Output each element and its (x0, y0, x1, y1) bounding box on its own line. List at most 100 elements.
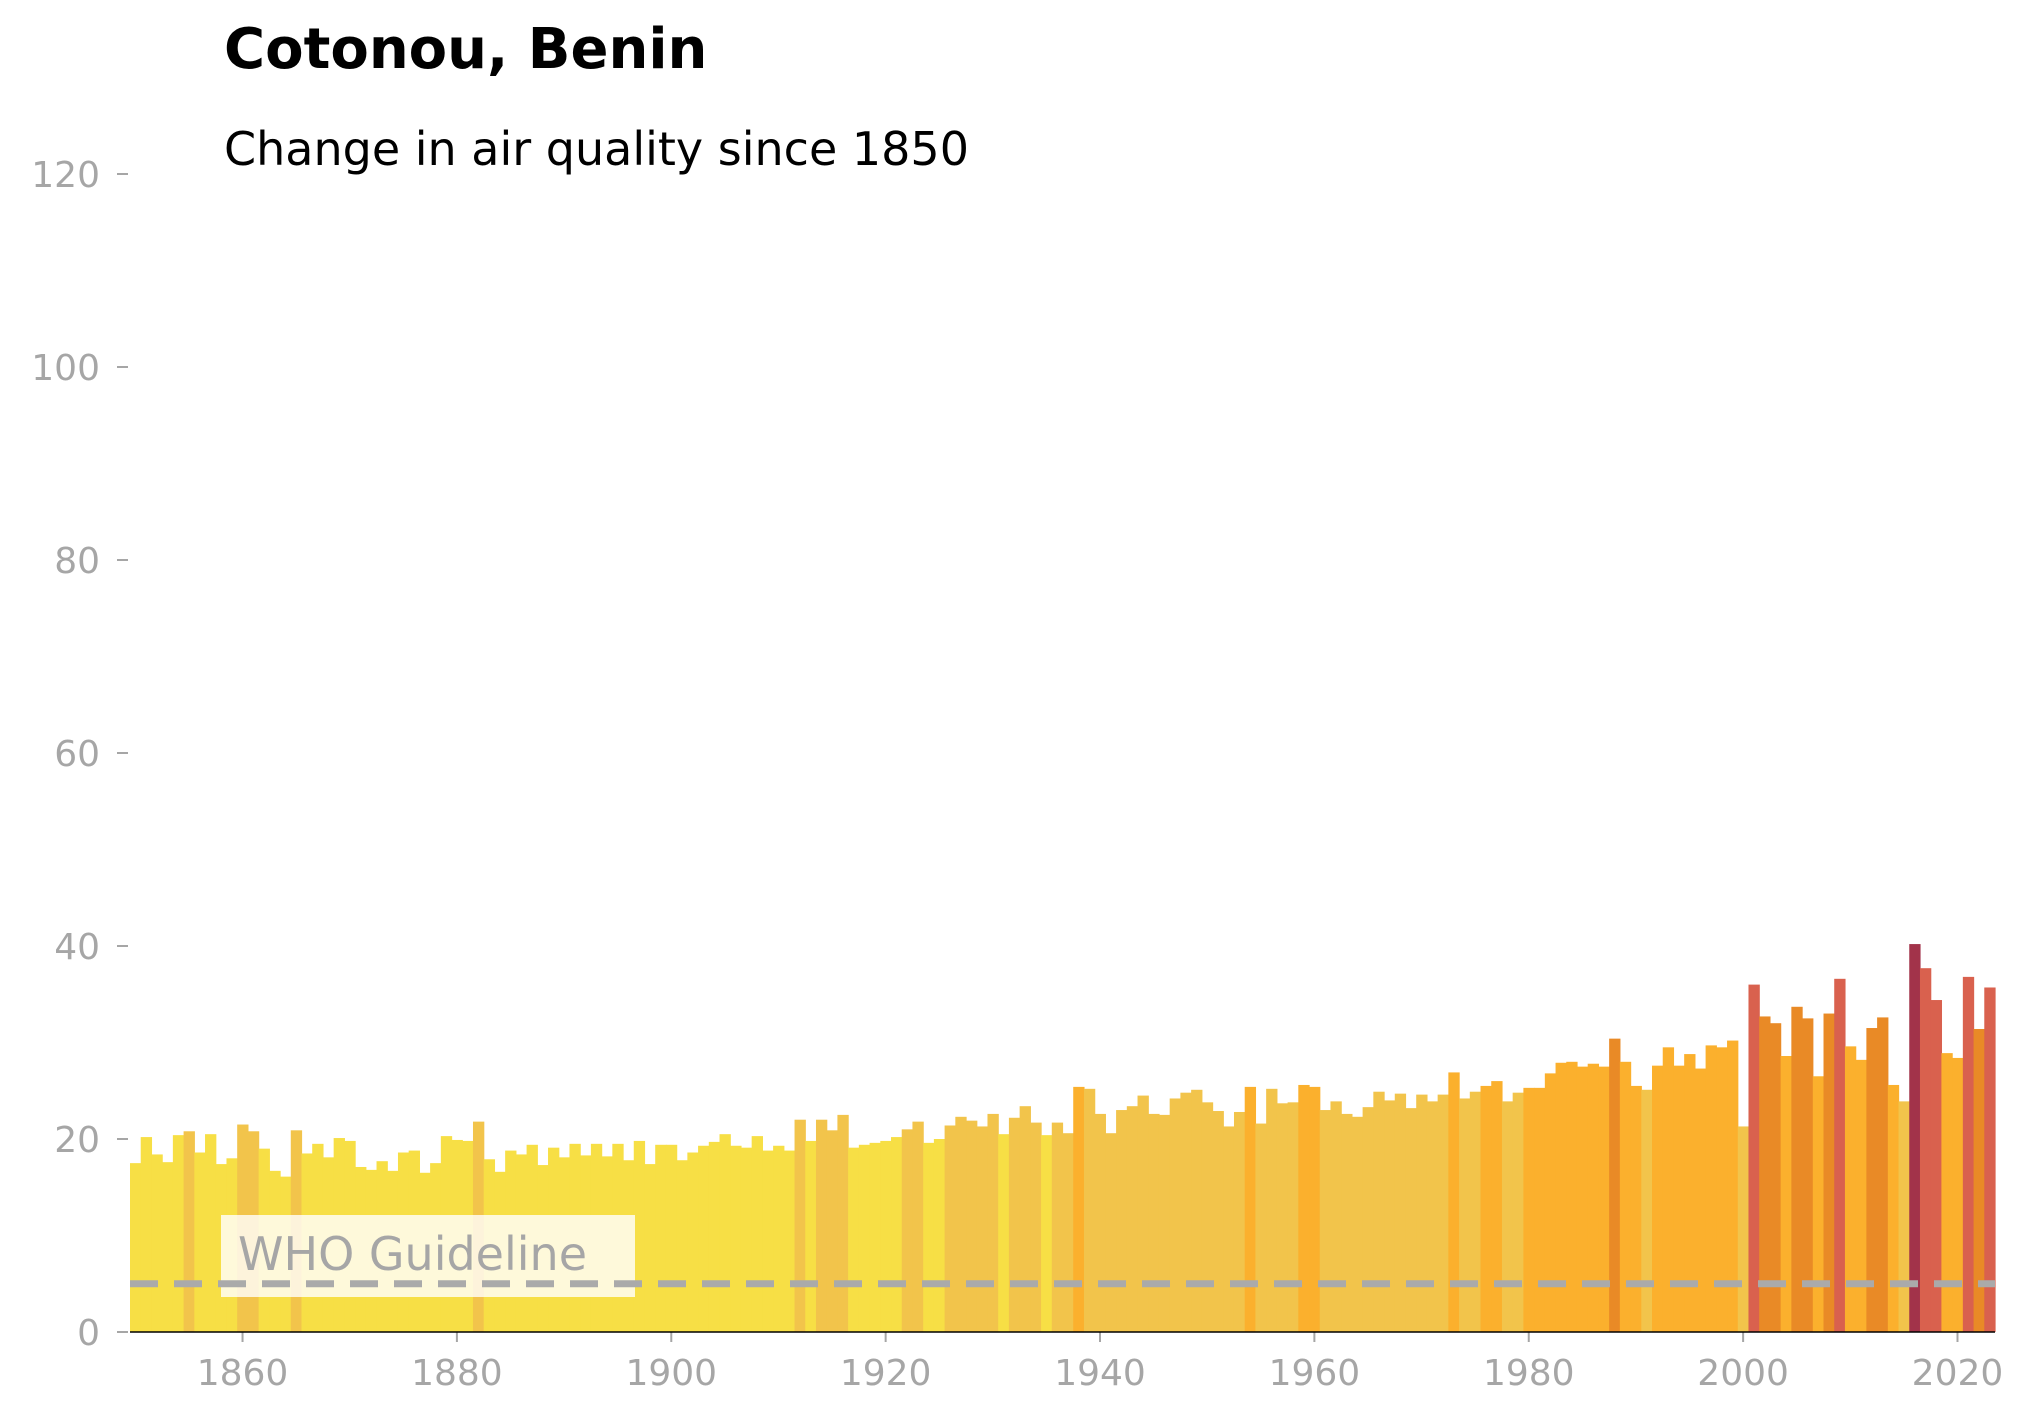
who-guideline-label: WHO Guideline (238, 1227, 587, 1281)
x-tick-label: 1860 (197, 1353, 289, 1394)
bar-1907 (740, 1147, 753, 1332)
x-axis: 1860 1880 1900 1920 1940 1960 1980 2000 2020 (197, 1332, 2004, 1394)
bar-2011 (1855, 1059, 1867, 1332)
bar-2023 (1984, 987, 1996, 1332)
bar-2019 (1941, 1053, 1953, 1332)
bar-2017 (1919, 968, 1932, 1332)
bar-1852 (151, 1154, 163, 1332)
bar-1979 (1512, 1092, 1524, 1332)
bar-1985 (1576, 1066, 1589, 1333)
bar-1918 (858, 1144, 871, 1332)
bar-1900 (665, 1144, 678, 1332)
bar-1959 (1298, 1084, 1310, 1332)
bar-1899 (655, 1144, 667, 1332)
bar-1926 (944, 1125, 956, 1332)
bar-1949 (1191, 1089, 1203, 1332)
bar-2010 (1844, 1046, 1857, 1332)
bar-1905 (719, 1134, 731, 1332)
bar-1851 (140, 1137, 153, 1332)
bar-1990 (1630, 1085, 1642, 1332)
bar-1937 (1062, 1133, 1074, 1332)
bar-1991 (1641, 1089, 1653, 1332)
y-tick-label: 40 (54, 927, 100, 968)
bar-2012 (1866, 1028, 1878, 1332)
bar-2009 (1834, 978, 1846, 1332)
bar-1975 (1469, 1091, 1482, 1332)
bar-1855 (183, 1131, 195, 1332)
bar-1850 (130, 1163, 142, 1333)
bar-1974 (1459, 1098, 1471, 1332)
bar-2015 (1898, 1101, 1910, 1332)
bar-1982 (1544, 1073, 1557, 1332)
bar-1962 (1330, 1101, 1342, 1332)
bar-1941 (1105, 1133, 1117, 1332)
who-guideline: WHO Guideline (130, 1215, 1995, 1297)
bar-1903 (698, 1145, 710, 1332)
bar-1920 (880, 1140, 892, 1332)
bar-1969 (1405, 1108, 1417, 1332)
bar-1854 (172, 1135, 185, 1332)
bar-1956 (1266, 1088, 1278, 1332)
bar-1980 (1523, 1087, 1535, 1332)
bar-1984 (1566, 1061, 1578, 1332)
bar-1925 (933, 1139, 946, 1332)
bar-1930 (987, 1113, 999, 1332)
bar-1972 (1437, 1094, 1449, 1332)
bar-1952 (1223, 1126, 1235, 1332)
bar-1971 (1426, 1101, 1439, 1332)
bar-1946 (1158, 1114, 1171, 1333)
bar-1923 (912, 1121, 924, 1332)
bar-1935 (1041, 1135, 1053, 1332)
bar-1934 (1030, 1122, 1042, 1332)
x-tick-label: 2020 (1912, 1353, 2004, 1394)
bar-2022 (1973, 1028, 1985, 1332)
y-tick-label: 120 (31, 155, 100, 196)
bar-2006 (1802, 1018, 1814, 1333)
bar-1994 (1673, 1065, 1685, 1332)
bar-2002 (1759, 1016, 1771, 1332)
bar-1967 (1384, 1100, 1396, 1332)
bar-1998 (1716, 1047, 1728, 1332)
bar-1910 (773, 1145, 785, 1332)
x-tick-label: 1900 (625, 1353, 717, 1394)
chart-title: Cotonou, Benin (224, 17, 707, 82)
bar-1996 (1694, 1068, 1707, 1332)
bar-1997 (1705, 1045, 1717, 1332)
bar-1968 (1394, 1093, 1407, 1332)
bar-1965 (1362, 1107, 1374, 1332)
bar-1993 (1662, 1047, 1675, 1332)
bar-1904 (708, 1141, 721, 1332)
y-tick-label: 80 (54, 541, 100, 582)
bar-1913 (805, 1140, 817, 1332)
bar-1966 (1373, 1091, 1385, 1332)
bar-2004 (1780, 1056, 1792, 1332)
y-tick-label: 100 (31, 348, 100, 389)
bar-2018 (1930, 1000, 1943, 1332)
y-tick-label: 20 (54, 1120, 100, 1161)
bar-1981 (1534, 1087, 1546, 1332)
bar-1927 (955, 1116, 967, 1332)
bar-2016 (1909, 944, 1921, 1332)
bar-1898 (644, 1164, 656, 1332)
bar-1995 (1684, 1054, 1696, 1332)
bar-1989 (1619, 1061, 1632, 1332)
bar-1958 (1287, 1102, 1299, 1332)
bar-2013 (1877, 1017, 1889, 1332)
bar-1944 (1137, 1095, 1149, 1332)
bar-1978 (1501, 1101, 1514, 1332)
x-tick-label: 2000 (1697, 1353, 1789, 1394)
y-axis: 0 20 40 60 80 100 120 (31, 155, 128, 1354)
bar-1915 (826, 1130, 839, 1332)
bar-1943 (1126, 1106, 1139, 1332)
bar-1960 (1309, 1086, 1321, 1332)
bar-1940 (1094, 1113, 1106, 1332)
bar-1976 (1480, 1085, 1492, 1332)
bar-1964 (1351, 1116, 1364, 1332)
bar-1902 (687, 1152, 699, 1332)
bar-1950 (1201, 1102, 1214, 1332)
bar-1955 (1255, 1123, 1267, 1332)
bar-1970 (1416, 1094, 1428, 1332)
x-tick-label: 1940 (1054, 1353, 1146, 1394)
bar-1954 (1244, 1086, 1257, 1332)
